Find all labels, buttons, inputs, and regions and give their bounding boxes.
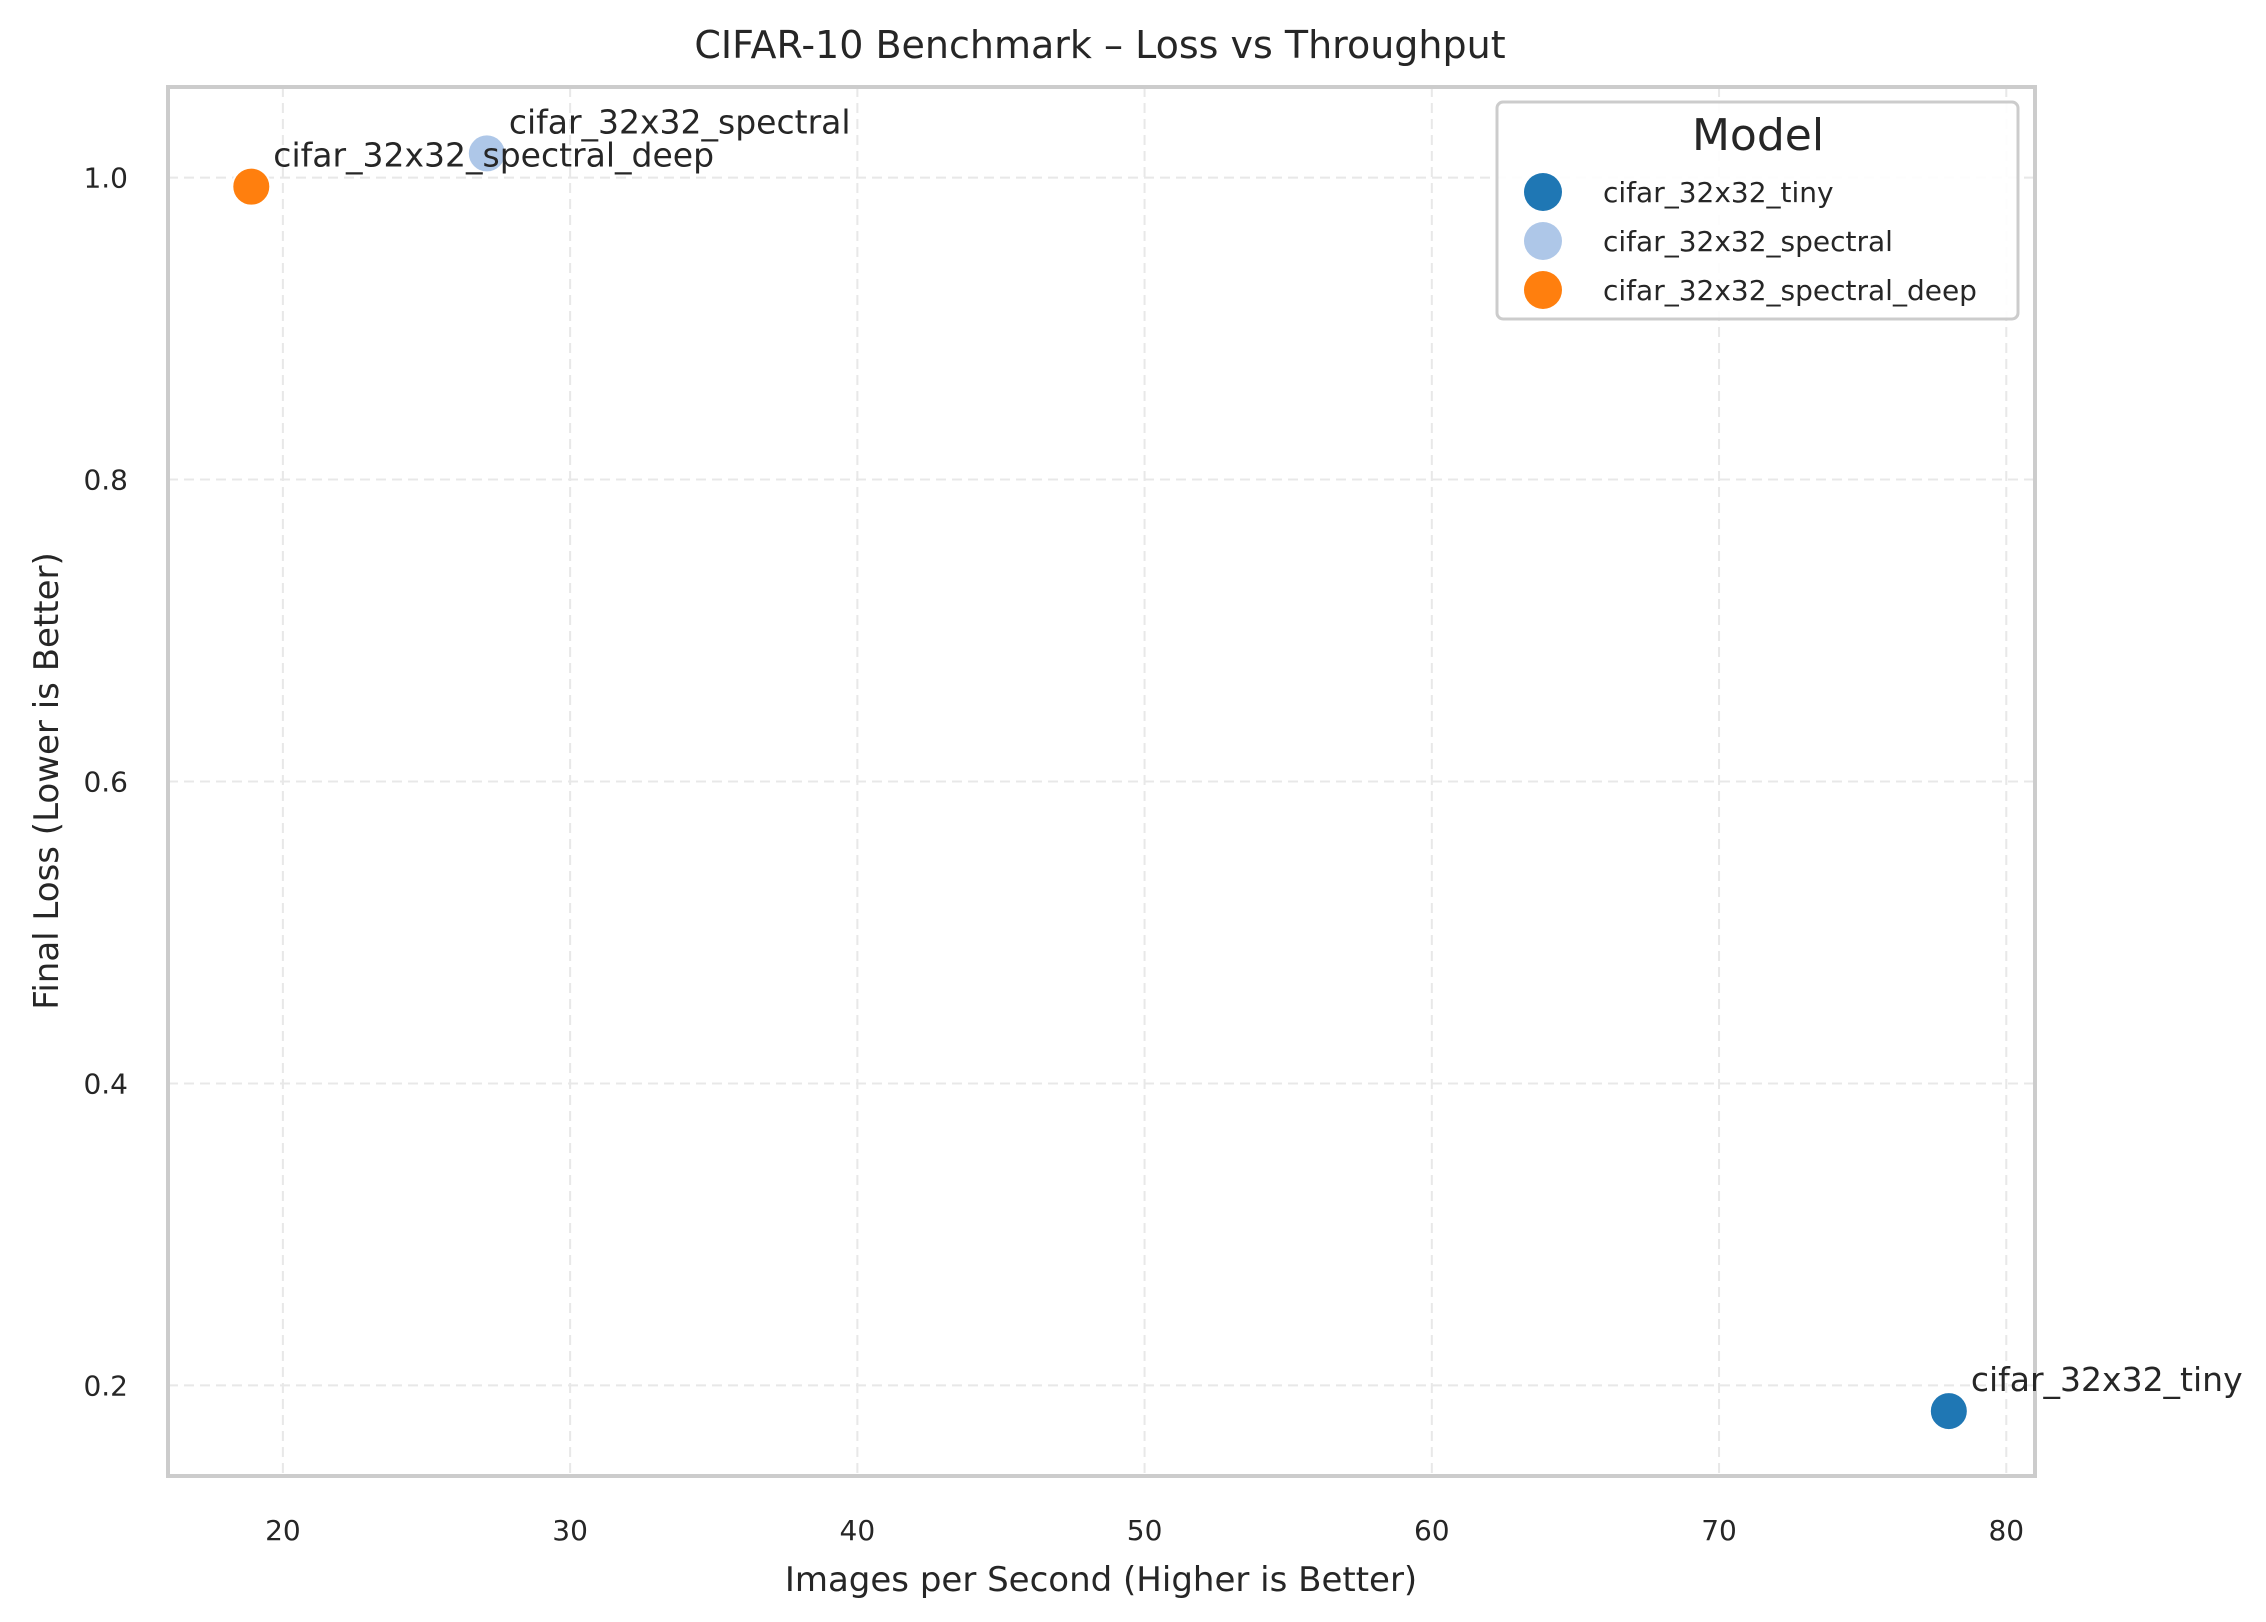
point-annotation: cifar_32x32_spectral: [509, 102, 851, 141]
legend-marker: [1524, 173, 1562, 211]
x-tick-label: 30: [552, 1514, 588, 1547]
y-tick-label: 0.2: [83, 1369, 128, 1402]
legend-marker: [1524, 222, 1562, 260]
x-axis-ticks: 20 30 40 50 60 70 80: [265, 1514, 2024, 1547]
y-tick-label: 0.6: [83, 766, 128, 799]
y-axis-ticks: 0.2 0.4 0.6 0.8 1.0: [83, 162, 128, 1403]
legend-title: Model: [1692, 110, 1824, 161]
y-tick-label: 0.4: [83, 1067, 128, 1100]
x-axis-label: Images per Second (Higher is Better): [785, 1560, 1417, 1600]
point-annotations: cifar_32x32_tinycifar_32x32_spectralcifa…: [273, 102, 2242, 1399]
x-tick-label: 50: [1127, 1514, 1163, 1547]
legend-label: cifar_32x32_spectral: [1603, 225, 1893, 258]
y-tick-label: 1.0: [83, 162, 128, 195]
data-points: [231, 133, 1969, 1432]
y-tick-label: 0.8: [83, 464, 128, 497]
x-tick-label: 40: [840, 1514, 876, 1547]
x-tick-label: 70: [1701, 1514, 1737, 1547]
x-tick-label: 20: [265, 1514, 301, 1547]
data-point-cifar_32x32_spectral_deep: [231, 166, 272, 207]
gridlines: [168, 87, 2035, 1476]
legend-items: cifar_32x32_tiny cifar_32x32_spectralcifa…: [1524, 173, 1977, 309]
chart-title: CIFAR-10 Benchmark – Loss vs Throughput: [694, 23, 1505, 67]
x-tick-label: 60: [1414, 1514, 1450, 1547]
data-point-cifar_32x32_spectral: [466, 133, 507, 174]
point-annotation: cifar_32x32_spectral_deep: [273, 136, 714, 175]
data-point-cifar_32x32_tiny: [1928, 1391, 1969, 1432]
legend: Model cifar_32x32_tiny cifar_32x32_spectr…: [1495, 100, 2020, 321]
legend-label: cifar_32x32_spectral_deep: [1603, 274, 1977, 307]
legend-label: cifar_32x32_tiny: [1603, 176, 1834, 209]
legend-frame: [1495, 100, 2020, 321]
y-axis-label: Final Loss (Lower is Better): [27, 552, 67, 1010]
legend-marker: [1524, 271, 1562, 309]
point-annotation: cifar_32x32_tiny: [1971, 1360, 2243, 1399]
x-tick-label: 80: [1988, 1514, 2024, 1547]
plot-frame: [166, 85, 2037, 1478]
